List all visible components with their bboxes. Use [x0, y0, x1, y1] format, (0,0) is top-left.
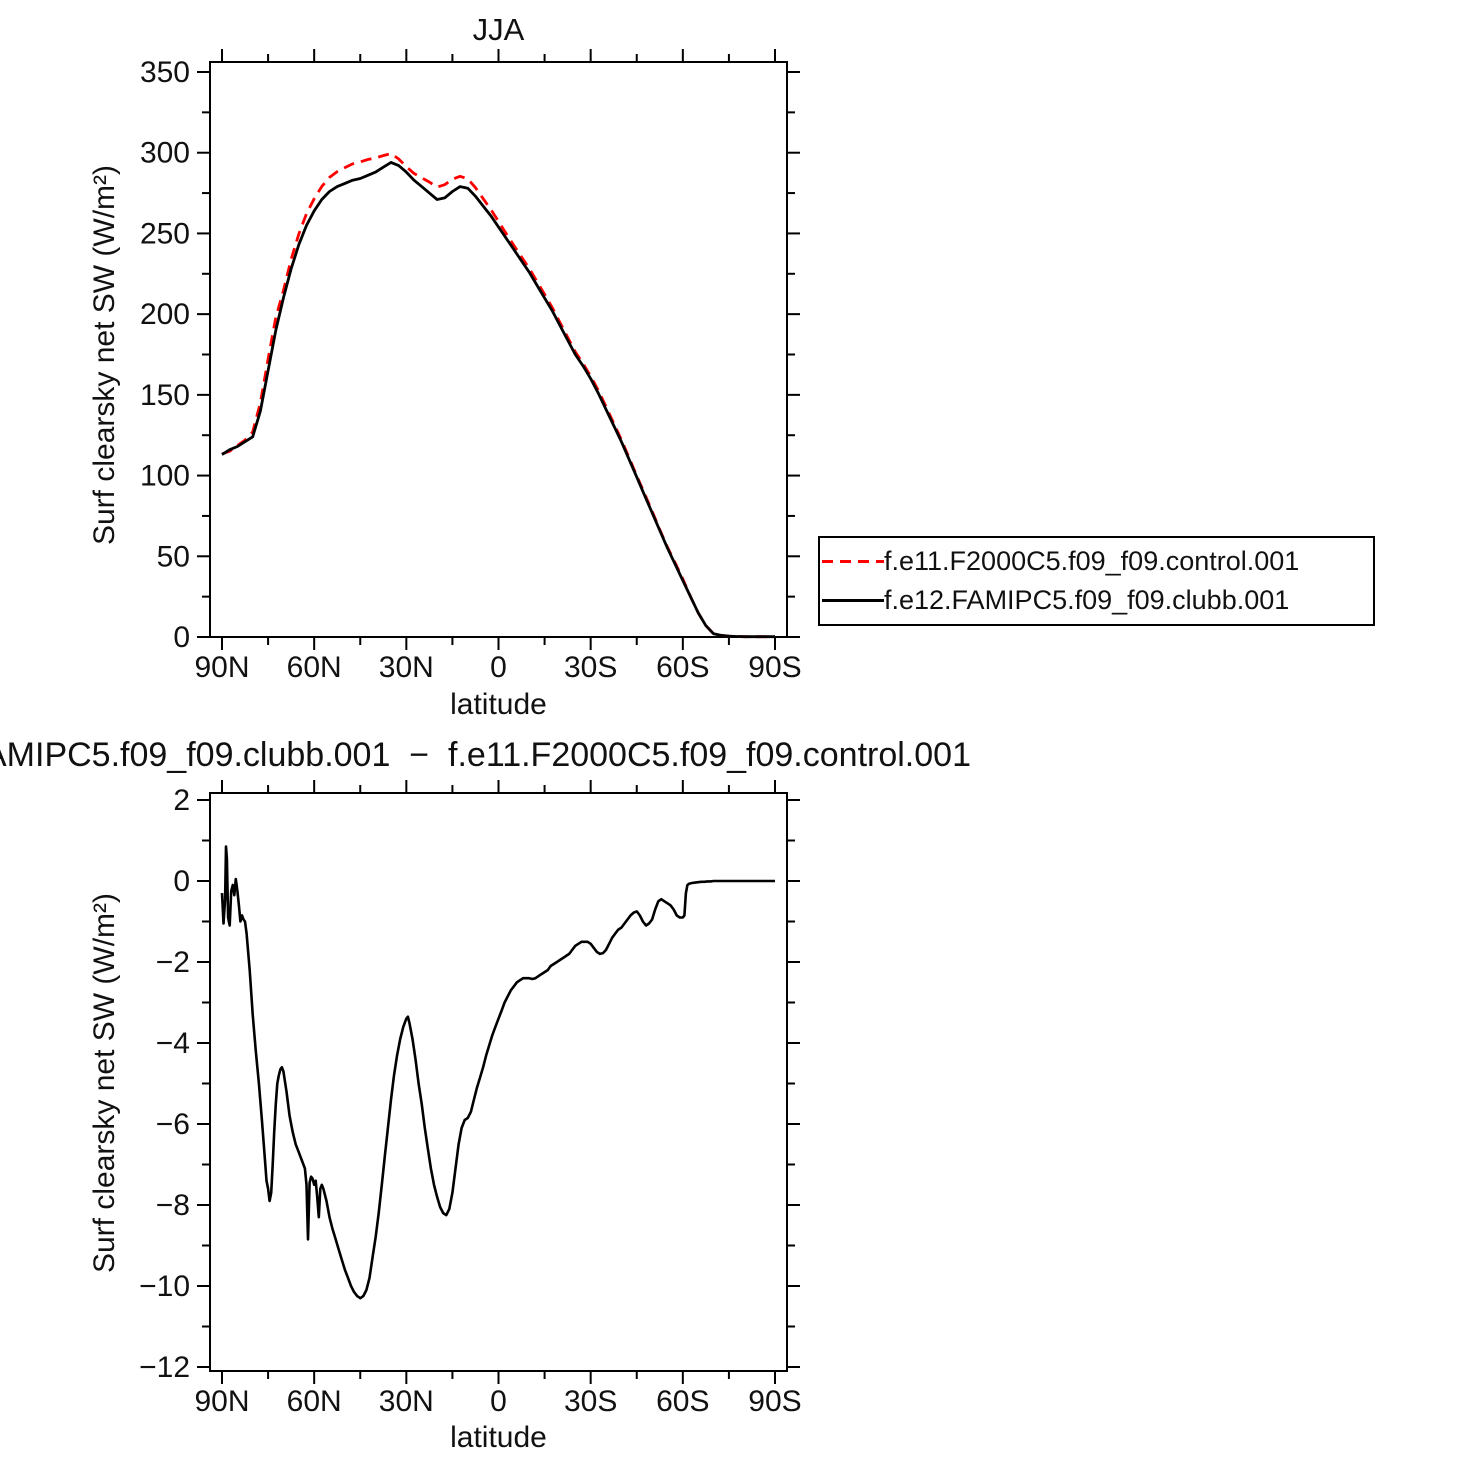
y-tick-label: 100 — [140, 460, 190, 493]
x-tick-label: 30N — [379, 1385, 434, 1418]
x-tick-label: 90N — [194, 1385, 249, 1418]
top-chart-plot: 90N 60N 30N 0 30S 60S 90S 0 50 100 150 200 250 300 350 — [140, 49, 802, 684]
x-tick-label: 30S — [564, 1385, 617, 1418]
axis-box — [209, 61, 788, 638]
y-tick-label: 50 — [157, 540, 190, 573]
x-tick-label: 60N — [287, 651, 342, 684]
top-x-axis-label: latitude — [450, 688, 547, 721]
y-tick-label: −4 — [156, 1027, 190, 1060]
legend-label-clubb: f.e12.FAMIPC5.f09_f09.clubb.001 — [884, 585, 1290, 615]
y-tick-label: −12 — [139, 1351, 190, 1384]
x-tick-label: 90N — [194, 651, 249, 684]
y-tick-label: 2 — [173, 784, 190, 817]
x-tick-label: 0 — [490, 1385, 507, 1418]
x-tick-label: 0 — [490, 651, 507, 684]
y-tick-label: 300 — [140, 137, 190, 170]
x-tick-label: 30S — [564, 651, 617, 684]
legend-label-control: f.e11.F2000C5.f09_f09.control.001 — [884, 546, 1300, 576]
x-tick-label: 90S — [748, 651, 801, 684]
y-tick-label: 150 — [140, 379, 190, 412]
axis-box — [209, 792, 788, 1372]
x-tick-label: 90S — [748, 1385, 801, 1418]
legend-line-sample-clubb — [822, 599, 884, 602]
bottom-y-axis-label: Surf clearsky net SW (W/m²) — [88, 892, 121, 1274]
y-tick-label: −2 — [156, 946, 190, 979]
x-tick-label: 60S — [656, 1385, 709, 1418]
y-tick-label: 350 — [140, 56, 190, 89]
y-tick-label: 0 — [173, 865, 190, 898]
y-tick-label: 0 — [173, 621, 190, 654]
bottom-x-axis-label: latitude — [450, 1421, 547, 1454]
y-tick-label: 250 — [140, 217, 190, 250]
x-tick-label: 60S — [656, 651, 709, 684]
y-tick-label: −6 — [156, 1108, 190, 1141]
y-tick-label: −8 — [156, 1189, 190, 1222]
legend-row-clubb: f.e12.FAMIPC5.f09_f09.clubb.001 — [820, 585, 1373, 616]
top-y-axis-label: Surf clearsky net SW (W/m²) — [88, 164, 121, 546]
top-chart-title: JJA — [472, 12, 525, 47]
x-tick-label: 60N — [287, 1385, 342, 1418]
legend-row-control: f.e11.F2000C5.f09_f09.control.001 — [820, 546, 1373, 577]
legend: f.e11.F2000C5.f09_f09.control.001 f.e12.… — [818, 536, 1375, 626]
x-tick-label: 30N — [379, 651, 434, 684]
y-tick-label: 200 — [140, 298, 190, 331]
bottom-chart-plot: 90N 60N 30N 0 30S 60S 90S 2 0 −2 −4 −6 −8 −10 −12 — [139, 780, 802, 1418]
y-tick-label: −10 — [139, 1270, 190, 1303]
legend-line-sample-control — [822, 560, 884, 563]
series-line-0 — [220, 845, 775, 1300]
series-line-1 — [221, 160, 775, 639]
bottom-chart-title: AMIPC5.f09_f09.clubb.001 − f.e11.F2000C5… — [0, 736, 971, 774]
